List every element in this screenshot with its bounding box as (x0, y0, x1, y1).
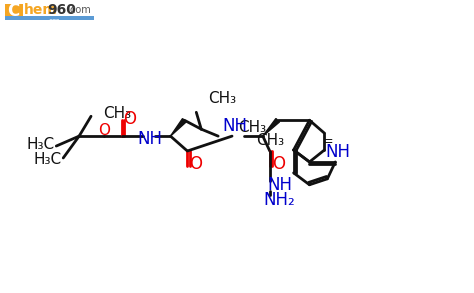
Text: O: O (189, 155, 202, 173)
Text: NH: NH (137, 130, 162, 148)
Text: O: O (272, 155, 285, 173)
Text: C: C (8, 2, 20, 20)
Text: CH₃: CH₃ (238, 120, 266, 135)
Text: H₃C: H₃C (26, 137, 55, 151)
Text: NH: NH (267, 176, 292, 194)
Text: O: O (123, 110, 136, 128)
Text: CH₃: CH₃ (256, 133, 284, 148)
Text: CH₃: CH₃ (208, 91, 237, 106)
Bar (5, 16, 94, 20)
Polygon shape (263, 119, 280, 136)
Text: .com: .com (67, 5, 91, 15)
Text: NH₂: NH₂ (264, 191, 296, 209)
Bar (5, 4, 23, 17)
Text: 960: 960 (47, 3, 76, 17)
Text: hem: hem (24, 3, 57, 17)
Polygon shape (171, 119, 186, 136)
Text: CH₃: CH₃ (103, 106, 131, 121)
Text: NH: NH (326, 143, 351, 161)
Text: 960化工网: 960化工网 (39, 19, 59, 25)
Text: H₃C: H₃C (33, 152, 61, 167)
Text: =: = (323, 135, 334, 148)
Text: O: O (98, 123, 110, 138)
Text: NH: NH (222, 117, 247, 135)
